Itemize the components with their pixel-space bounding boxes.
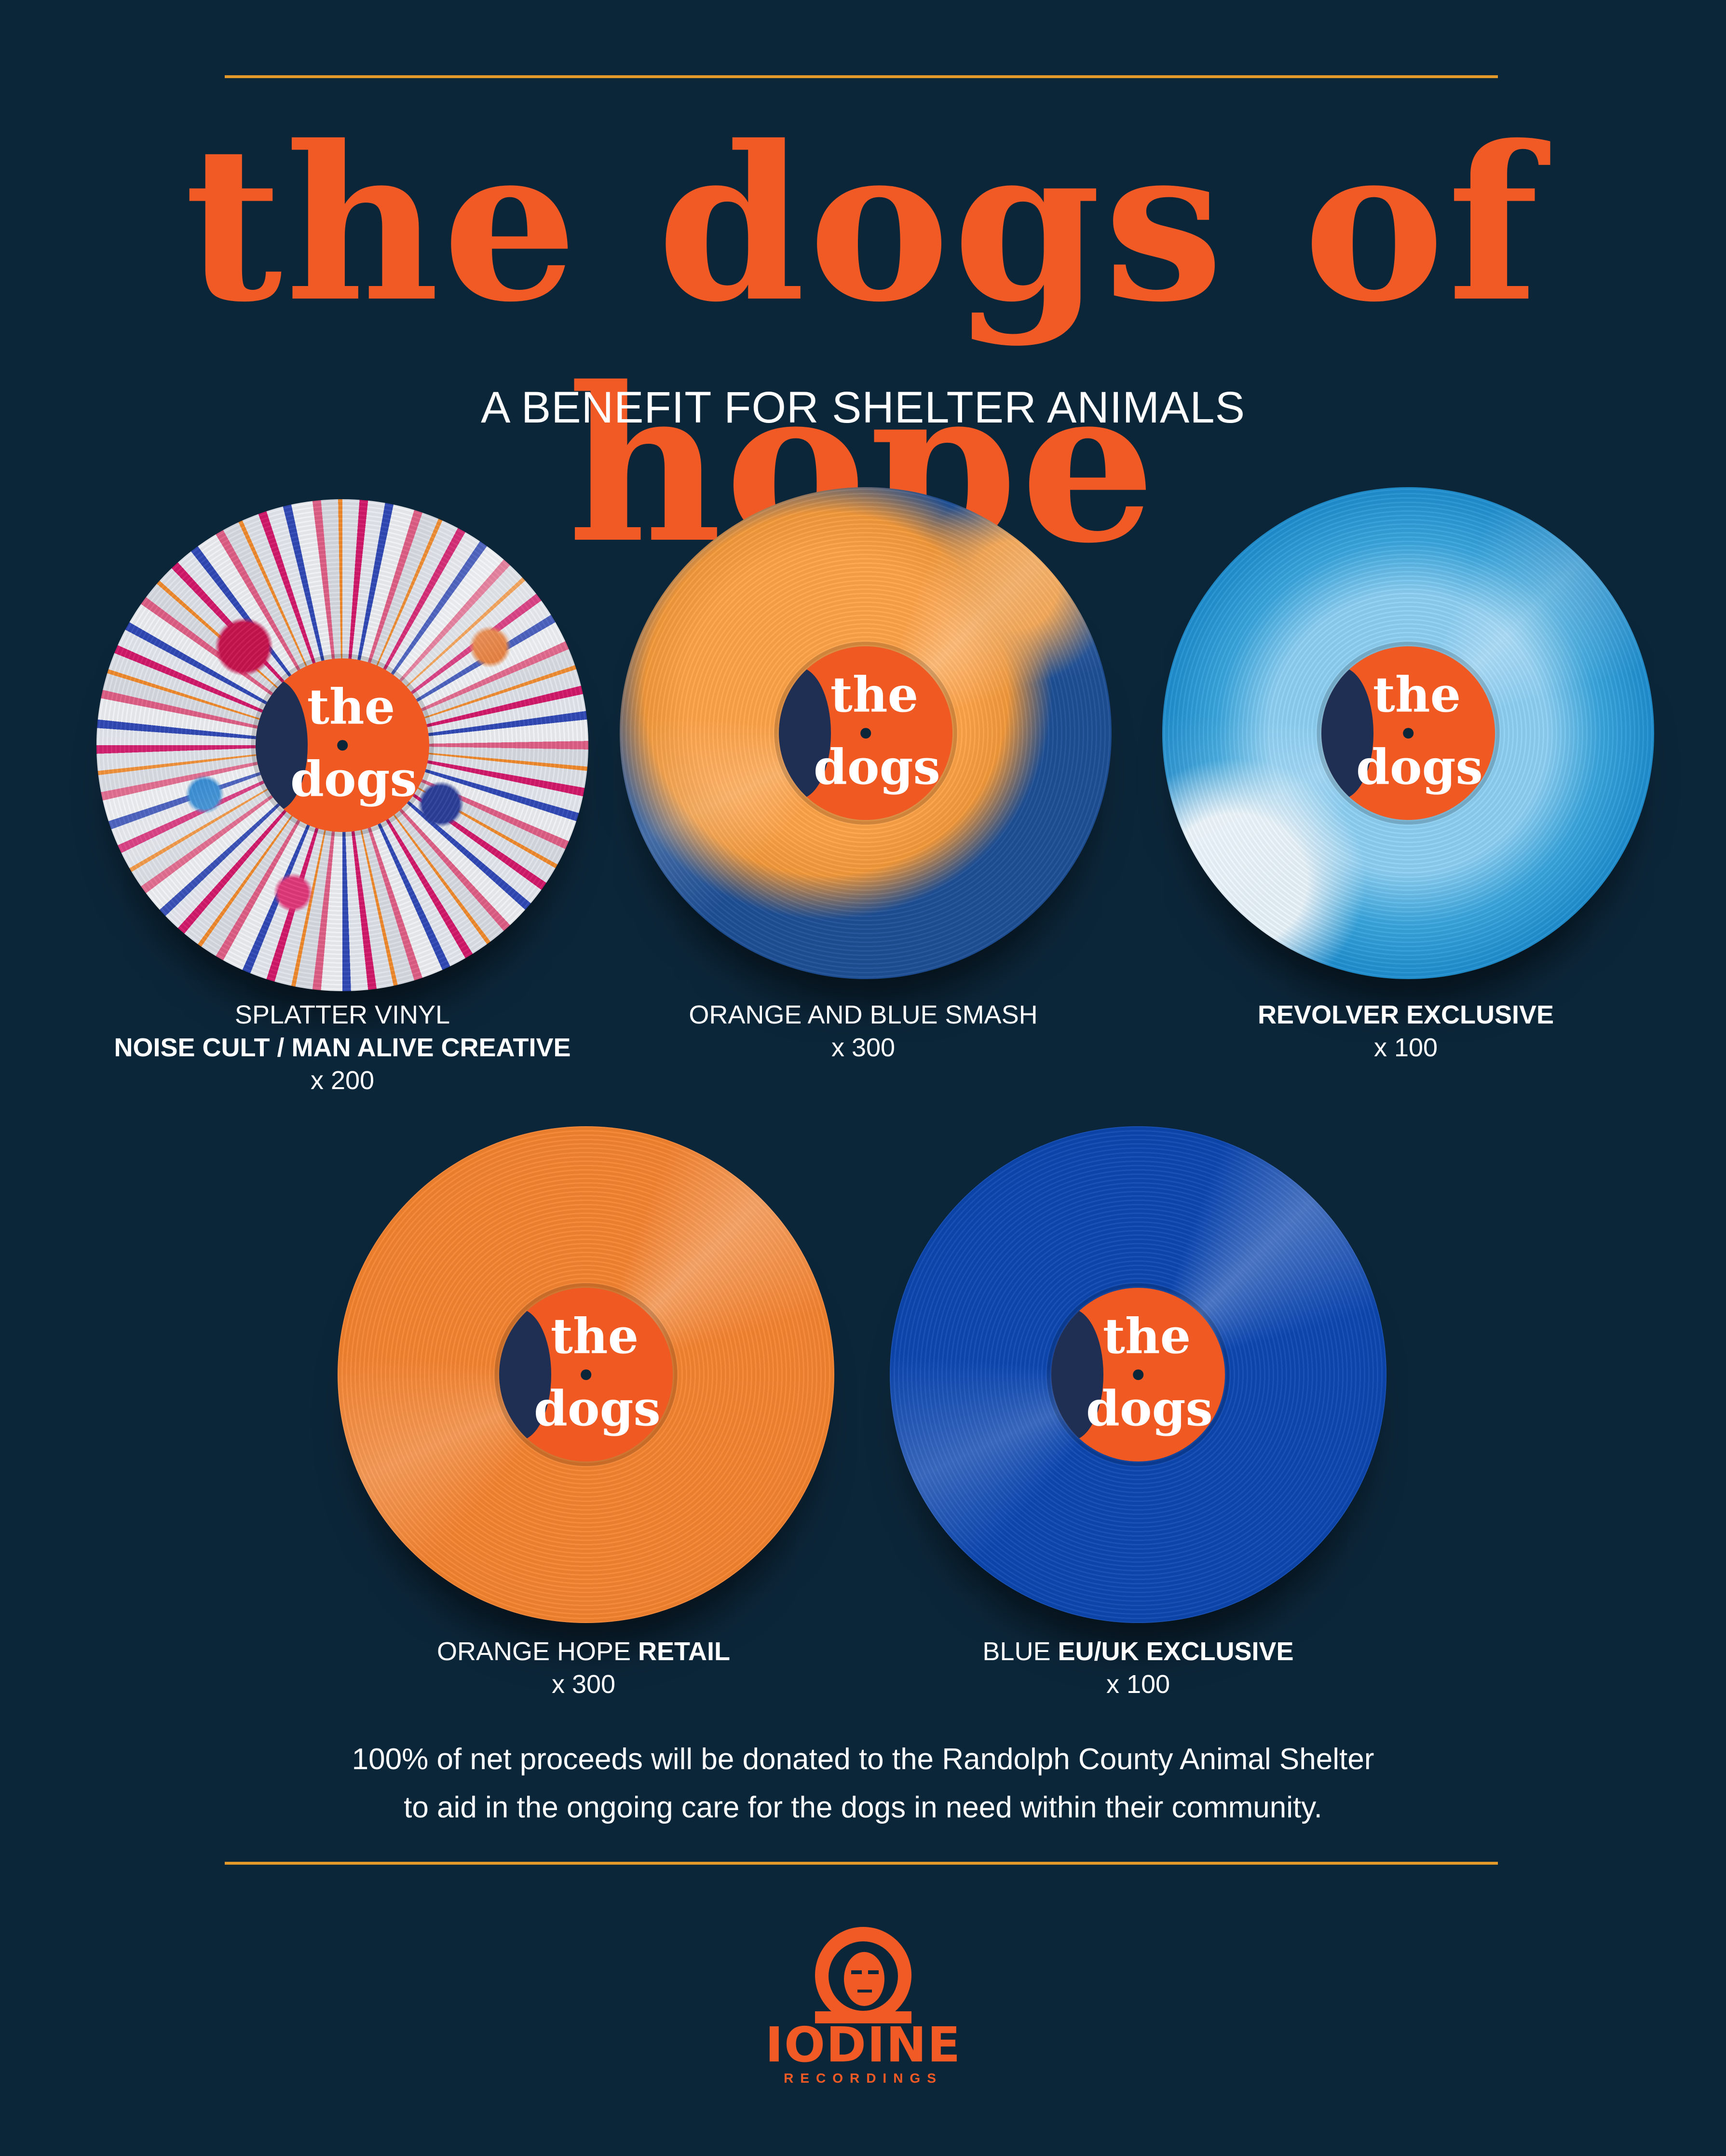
record-label: the dogs	[1321, 646, 1495, 820]
label-art-icon	[1051, 1309, 1103, 1441]
record-label: the dogs	[499, 1288, 673, 1461]
label-word-dogs: dogs	[1086, 1380, 1213, 1437]
orange-hope-record: the dogs	[338, 1126, 834, 1623]
label-word-the: the	[550, 1308, 639, 1365]
label-word-the: the	[307, 678, 395, 735]
record-label: the dogs	[1051, 1288, 1225, 1461]
page-subtitle: A BENEFIT FOR SHELTER ANIMALS	[481, 383, 1245, 432]
label-art-icon	[1321, 667, 1373, 799]
caption-line: SPLATTER VINYL	[234, 1000, 450, 1029]
spindle-hole	[337, 740, 348, 751]
caption-splatter: SPLATTER VINYL NOISE CULT / MAN ALIVE CR…	[77, 998, 608, 1097]
label-word-dogs: dogs	[814, 738, 940, 795]
donation-line-1: 100% of net proceeds will be donated to …	[352, 1743, 1374, 1776]
label-word-the: the	[1373, 666, 1461, 723]
caption-count: x 100	[1106, 1670, 1170, 1699]
page-title: the dogs of hope	[184, 99, 1542, 590]
caption-orange-hope: ORANGE HOPE RETAIL x 300	[318, 1635, 849, 1701]
revolver-exclusive-record: the dogs	[1162, 487, 1654, 979]
caption-revolver: REVOLVER EXCLUSIVE x 100	[1141, 998, 1671, 1064]
caption-line: ORANGE HOPE RETAIL	[436, 1637, 731, 1666]
label-word-dogs: dogs	[290, 751, 417, 807]
donation-note: 100% of net proceeds will be donated to …	[0, 1735, 1726, 1832]
caption-line: ORANGE AND BLUE SMASH	[689, 1000, 1038, 1029]
caption-count: x 200	[310, 1066, 375, 1095]
caption-count: x 100	[1373, 1033, 1438, 1062]
caption-blue: BLUE EU/UK EXCLUSIVE x 100	[873, 1635, 1403, 1701]
spindle-hole	[1133, 1369, 1143, 1380]
record-label: the dogs	[256, 658, 429, 832]
label-word-the: the	[830, 666, 919, 723]
spindle-hole	[860, 728, 871, 738]
caption-orange-blue: ORANGE AND BLUE SMASH x 300	[598, 998, 1128, 1064]
logo-wordmark: IODINE	[765, 2017, 962, 2073]
logo-subtext: RECORDINGS	[784, 2071, 943, 2086]
caption-line: BLUE EU/UK EXCLUSIVE	[982, 1637, 1294, 1666]
caption-line-bold: REVOLVER EXCLUSIVE	[1257, 1000, 1554, 1029]
iodine-logo: IODINE RECORDINGS	[752, 1922, 974, 2096]
caption-count: x 300	[831, 1033, 896, 1062]
orange-blue-smash-record: the dogs	[620, 487, 1112, 979]
label-art-icon	[779, 667, 831, 799]
caption-count: x 300	[551, 1670, 616, 1699]
label-word-dogs: dogs	[1356, 738, 1483, 795]
label-art-icon	[499, 1309, 551, 1441]
astronaut-icon	[815, 1927, 911, 2023]
caption-line-bold: NOISE CULT / MAN ALIVE CREATIVE	[114, 1033, 571, 1062]
top-divider	[225, 75, 1498, 78]
spindle-hole	[1403, 728, 1413, 738]
spindle-hole	[581, 1369, 591, 1380]
record-label: the dogs	[779, 646, 952, 820]
splatter-vinyl-record: the dogs	[96, 499, 588, 991]
bottom-divider	[225, 1862, 1498, 1865]
label-word-the: the	[1102, 1308, 1191, 1365]
label-art-icon	[256, 679, 308, 811]
donation-line-2: to aid in the ongoing care for the dogs …	[404, 1791, 1322, 1824]
label-word-dogs: dogs	[534, 1380, 661, 1437]
blue-eu-uk-record: the dogs	[890, 1126, 1386, 1623]
